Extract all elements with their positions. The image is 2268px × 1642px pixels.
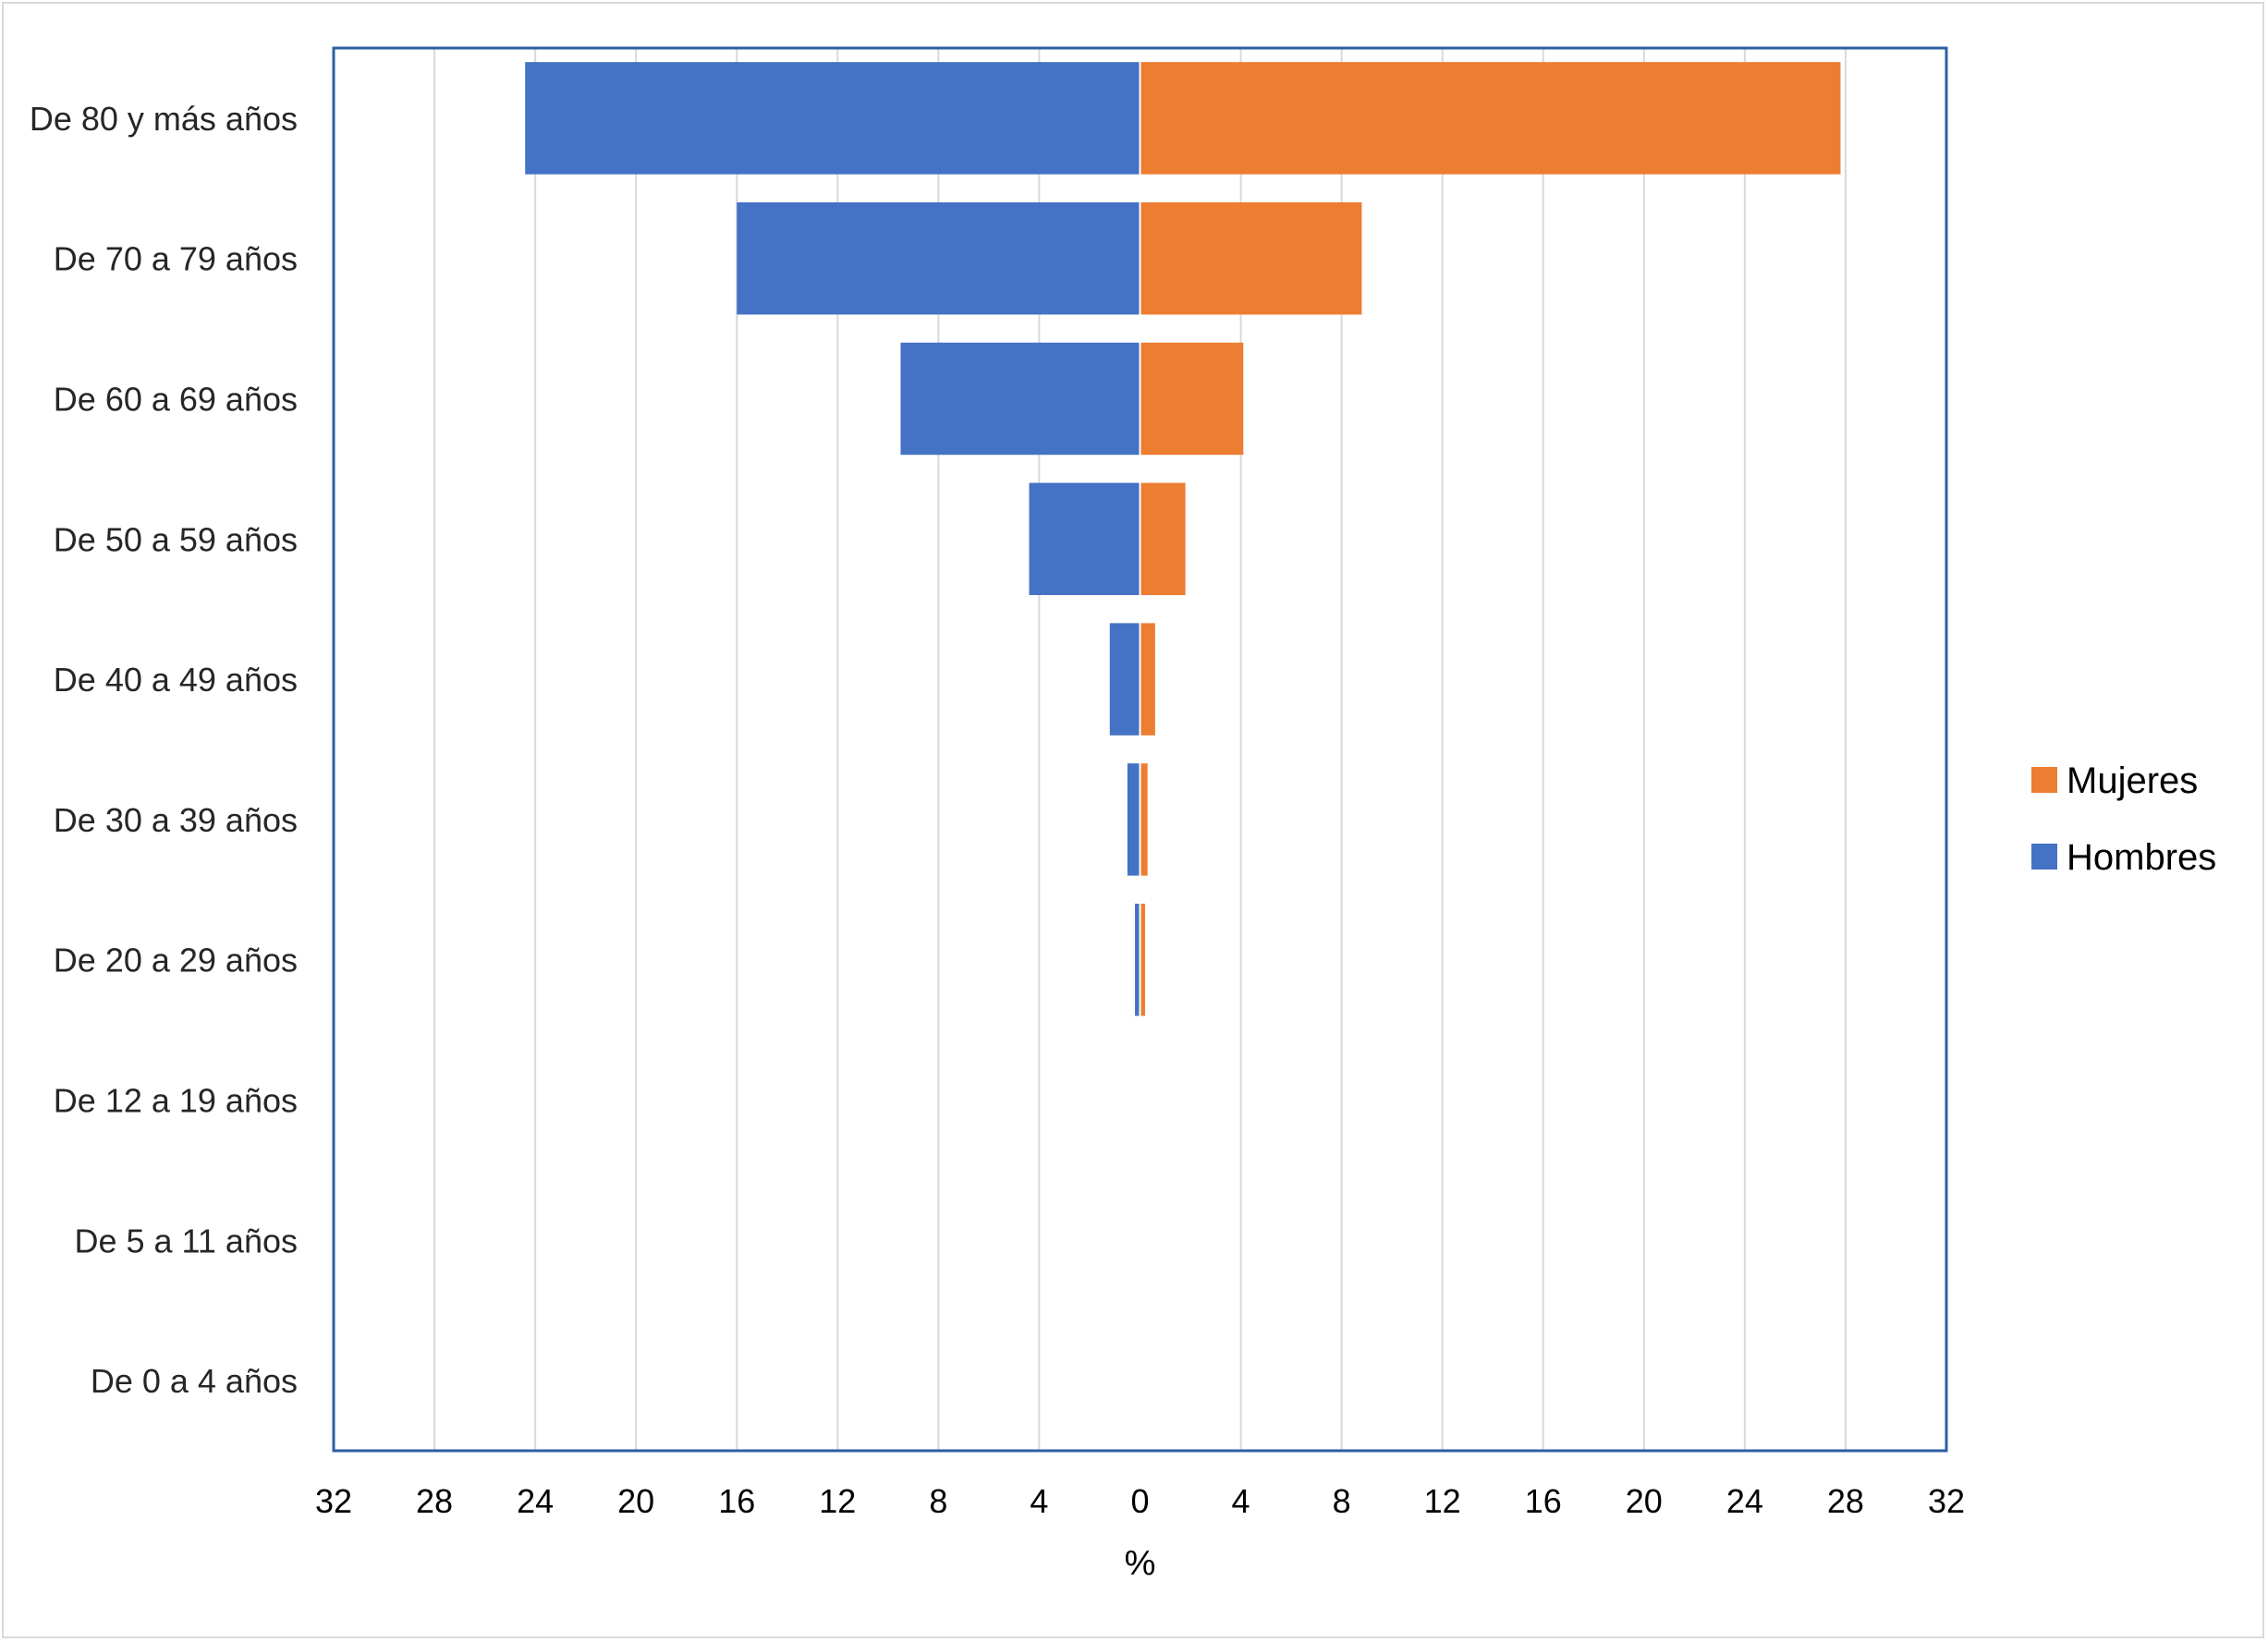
- x-tick-label: 8: [1333, 1482, 1351, 1520]
- bar-mujeres-6: [1140, 903, 1145, 1016]
- x-tick-label: 32: [1928, 1482, 1965, 1520]
- bar-hombres-6: [1135, 903, 1140, 1016]
- x-tick-label: 16: [718, 1482, 755, 1520]
- bar-mujeres-0: [1140, 62, 1841, 175]
- x-tick-labels: 32 28 24 20 16 12 8 4 0 4 8 12 16 20 24 28 32: [315, 1482, 1965, 1520]
- x-tick-label: 28: [1827, 1482, 1864, 1520]
- legend-swatch-mujeres: [2031, 767, 2057, 793]
- x-tick-label: 0: [1130, 1482, 1149, 1520]
- x-axis-label: %: [1125, 1544, 1156, 1583]
- x-tick-label: 12: [819, 1482, 856, 1520]
- category-label: De 12 a 19 años: [54, 1082, 298, 1120]
- x-tick-label: 32: [315, 1482, 352, 1520]
- legend-label-hombres: Hombres: [2067, 837, 2216, 878]
- category-labels: De 80 y más años De 70 a 79 años De 60 a 6…: [30, 100, 298, 1400]
- category-label: De 0 a 4 años: [91, 1362, 298, 1400]
- category-label: De 70 a 79 años: [54, 240, 298, 278]
- bar-hombres-2: [900, 342, 1140, 456]
- bar-hombres-0: [525, 62, 1140, 175]
- x-tick-label: 4: [1232, 1482, 1250, 1520]
- bar-hombres-1: [737, 201, 1140, 315]
- bar-hombres-5: [1127, 763, 1140, 876]
- x-tick-label: 24: [1726, 1482, 1763, 1520]
- bar-mujeres-3: [1140, 482, 1186, 596]
- bar-mujeres-5: [1140, 763, 1148, 876]
- x-tick-label: 20: [617, 1482, 654, 1520]
- category-label: De 20 a 29 años: [54, 942, 298, 979]
- x-tick-label: 12: [1424, 1482, 1461, 1520]
- category-label: De 5 a 11 años: [74, 1222, 298, 1259]
- bars: [525, 48, 1841, 1451]
- bar-hombres-3: [1029, 482, 1140, 596]
- bar-mujeres-2: [1140, 342, 1244, 456]
- x-tick-label: 24: [517, 1482, 554, 1520]
- legend-label-mujeres: Mujeres: [2067, 760, 2198, 801]
- x-tick-label: 4: [1030, 1482, 1048, 1520]
- bar-mujeres-1: [1140, 201, 1362, 315]
- category-label: De 50 a 59 años: [54, 520, 298, 558]
- legend: Mujeres Hombres: [2031, 760, 2216, 878]
- x-tick-label: 28: [416, 1482, 453, 1520]
- bar-hombres-4: [1109, 623, 1140, 736]
- x-tick-label: 16: [1525, 1482, 1562, 1520]
- category-label: De 60 a 69 años: [54, 381, 298, 419]
- category-label: De 40 a 49 años: [54, 661, 298, 699]
- x-tick-label: 20: [1626, 1482, 1663, 1520]
- bar-mujeres-4: [1140, 623, 1155, 736]
- x-tick-label: 8: [929, 1482, 947, 1520]
- plot-area-border: [332, 46, 1948, 1453]
- category-label: De 80 y más años: [30, 100, 298, 138]
- legend-swatch-hombres: [2031, 844, 2057, 870]
- category-label: De 30 a 39 años: [54, 801, 298, 839]
